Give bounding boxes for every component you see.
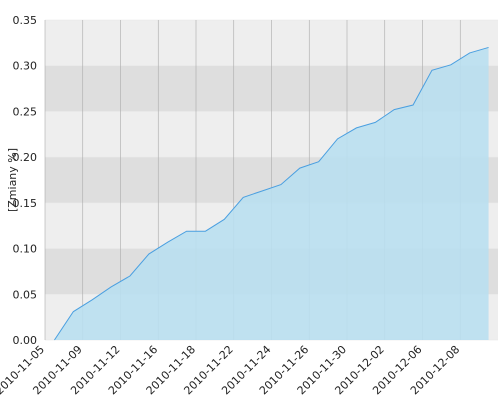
area-line (54, 46, 489, 341)
y-tick-label: 0.05 (13, 288, 38, 301)
y-tick-label: 0.10 (13, 243, 38, 256)
y-axis-label: [Zmiany %] (6, 148, 19, 212)
area-fill (54, 47, 489, 341)
y-tick-label: 0.30 (13, 60, 38, 73)
y-tick-label: 0.15 (13, 197, 38, 210)
y-tick-label: 0.00 (13, 334, 38, 347)
y-tick-label: 0.20 (13, 151, 38, 164)
data (54, 46, 489, 341)
y-tick-label: 0.25 (13, 105, 38, 118)
y-tick-label: 0.35 (13, 14, 38, 27)
